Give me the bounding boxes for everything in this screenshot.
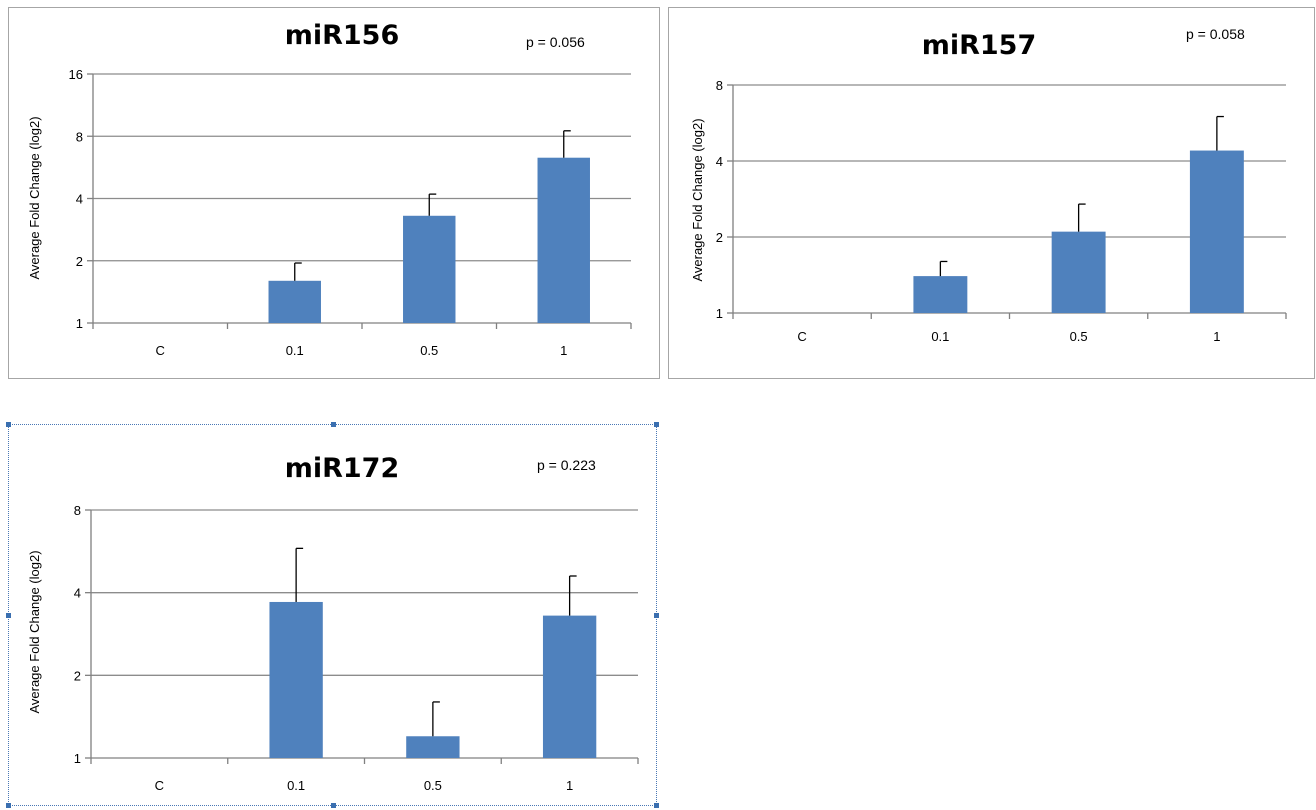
selection-handle[interactable] — [6, 422, 11, 427]
x-tick-label: 1 — [1213, 329, 1220, 344]
x-tick-label: 1 — [560, 343, 567, 358]
selection-handle[interactable] — [654, 422, 659, 427]
x-tick-label: C — [155, 778, 164, 793]
chart-svg: 1 2 4 8 C 0.1 0.5 1 miR157 p = 0.058 Average Fold … — [690, 26, 1287, 344]
y-tick-label: 2 — [74, 668, 81, 683]
x-tick-label: C — [797, 329, 806, 344]
chart-svg: 1 2 4 8 C 0.1 0.5 1 miR172 p = 0.223 Average Fold … — [27, 453, 639, 793]
x-tick-label: C — [156, 343, 165, 358]
chart-panel-mir172[interactable]: 1 2 4 8 C 0.1 0.5 1 miR172 p = 0.223 Average Fold … — [6, 422, 659, 808]
bar — [1189, 150, 1244, 313]
chart-title: miR156 — [285, 20, 400, 51]
p-value-annotation: p = 0.056 — [526, 34, 585, 50]
bar — [1051, 231, 1106, 313]
chart-panel-mir156: 1 2 4 8 16 C 0.1 0.5 1 miR156 p = 0.056 Average Fol… — [8, 7, 660, 379]
y-tick-label: 8 — [716, 78, 723, 93]
p-value-annotation: p = 0.058 — [1186, 26, 1245, 42]
chart-svg: 1 2 4 8 16 C 0.1 0.5 1 miR156 p = 0.056 Average Fol… — [27, 20, 632, 358]
x-tick-label: 0.5 — [424, 778, 442, 793]
y-tick-label: 2 — [716, 230, 723, 245]
selection-handle[interactable] — [654, 613, 659, 618]
x-tick-label: 0.1 — [931, 329, 949, 344]
y-tick-label: 8 — [76, 129, 83, 144]
y-tick-label: 1 — [76, 316, 83, 331]
y-tick-label: 16 — [69, 67, 83, 82]
bar — [542, 615, 597, 758]
y-axis-label: Average Fold Change (log2) — [27, 116, 42, 279]
selection-handle[interactable] — [6, 613, 11, 618]
y-tick-label: 1 — [74, 751, 81, 766]
y-tick-label: 4 — [716, 154, 723, 169]
x-tick-label: 0.1 — [286, 343, 304, 358]
bar — [537, 157, 590, 323]
bar — [406, 736, 460, 758]
x-tick-label: 0.5 — [420, 343, 438, 358]
y-tick-label: 1 — [716, 306, 723, 321]
x-tick-label: 0.5 — [1070, 329, 1088, 344]
selection-handle[interactable] — [331, 803, 336, 808]
bar — [268, 280, 321, 323]
y-axis-label: Average Fold Change (log2) — [27, 550, 42, 713]
bar — [403, 215, 456, 323]
y-tick-label: 4 — [76, 192, 83, 207]
y-tick-label: 8 — [74, 503, 81, 518]
bar — [913, 276, 968, 313]
y-tick-label: 2 — [76, 254, 83, 269]
chart-title: miR157 — [922, 30, 1037, 61]
selection-handle[interactable] — [654, 803, 659, 808]
y-axis-label: Average Fold Change (log2) — [690, 118, 705, 281]
p-value-annotation: p = 0.223 — [537, 457, 596, 473]
chart-title: miR172 — [285, 453, 400, 484]
y-tick-label: 4 — [74, 586, 81, 601]
chart-panel-mir157: 1 2 4 8 C 0.1 0.5 1 miR157 p = 0.058 Average Fold … — [668, 7, 1315, 379]
selection-handle[interactable] — [331, 422, 336, 427]
x-tick-label: 0.1 — [287, 778, 305, 793]
selection-handle[interactable] — [6, 803, 11, 808]
x-tick-label: 1 — [566, 778, 573, 793]
bar — [269, 601, 323, 758]
